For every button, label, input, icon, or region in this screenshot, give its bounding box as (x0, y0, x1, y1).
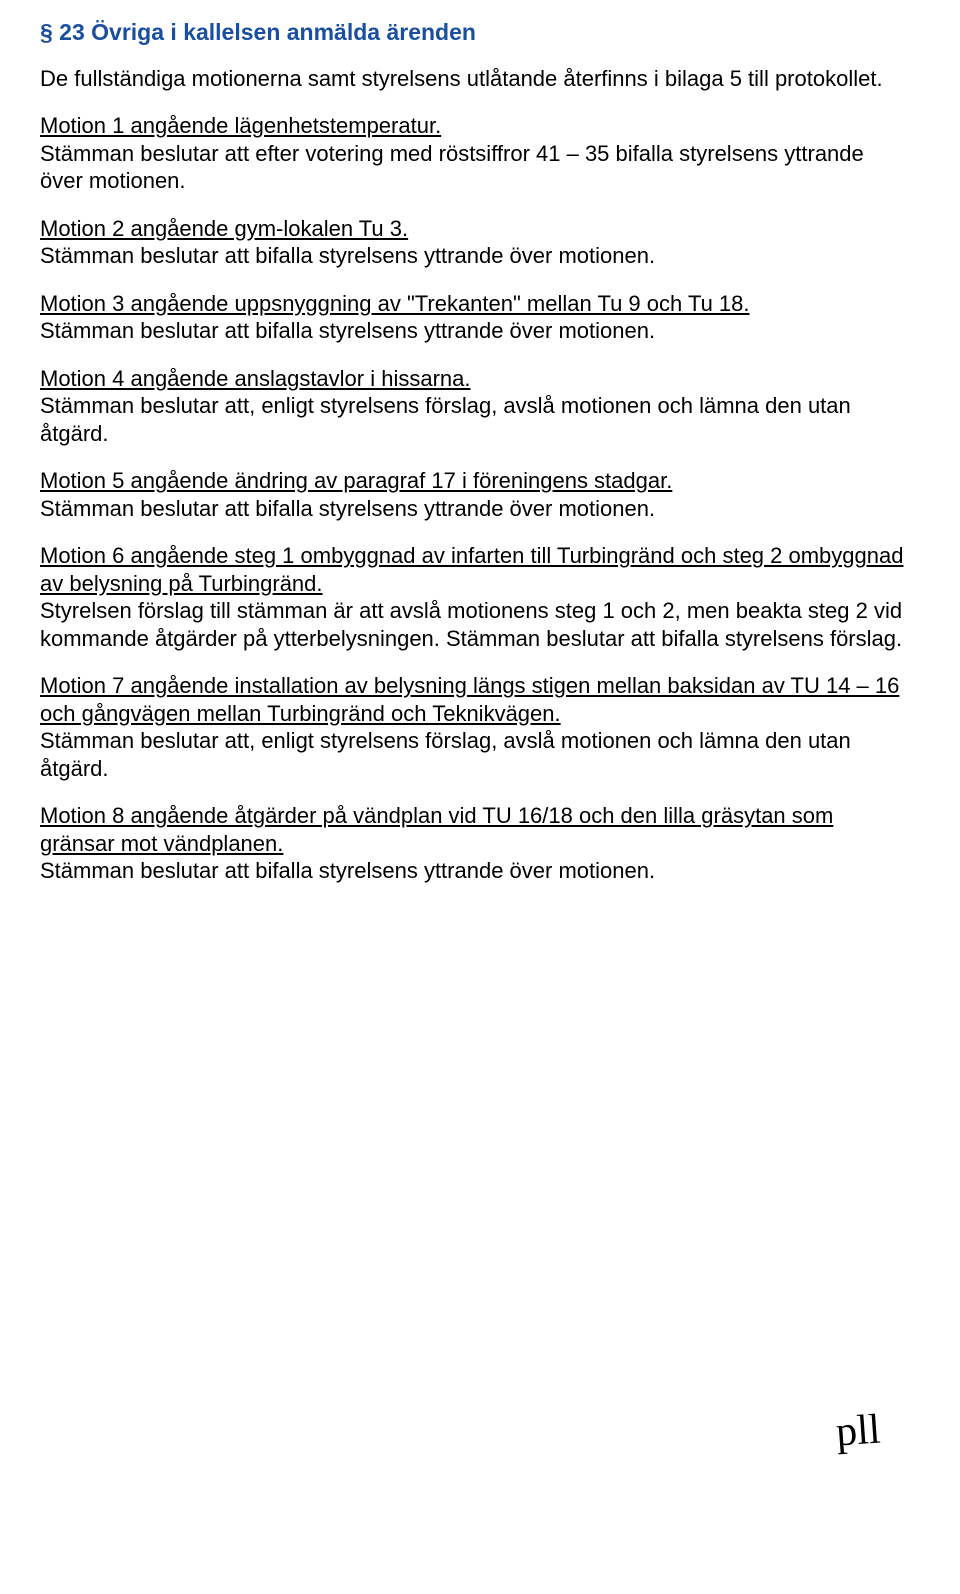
motion-1: Motion 1 angående lägenhetstemperatur. S… (40, 112, 910, 195)
motion-8-body: Stämman beslutar att bifalla styrelsens … (40, 858, 655, 883)
motion-2-title: Motion 2 angående gym-lokalen Tu 3. (40, 216, 408, 241)
section-heading: § 23 Övriga i kallelsen anmälda ärenden (40, 18, 910, 47)
motion-6-body: Styrelsen förslag till stämman är att av… (40, 598, 902, 651)
motion-2: Motion 2 angående gym-lokalen Tu 3. Stäm… (40, 215, 910, 270)
motion-4-body: Stämman beslutar att, enligt styrelsens … (40, 393, 851, 446)
motion-6: Motion 6 angående steg 1 ombyggnad av in… (40, 542, 910, 652)
motion-3: Motion 3 angående uppsnyggning av "Treka… (40, 290, 910, 345)
intro-paragraph: De fullständiga motionerna samt styrelse… (40, 65, 910, 93)
signature: pll (834, 1403, 882, 1458)
signature-area: pll (40, 1405, 910, 1458)
motion-3-title: Motion 3 angående uppsnyggning av "Treka… (40, 291, 750, 316)
motion-4: Motion 4 angående anslagstavlor i hissar… (40, 365, 910, 448)
motion-1-title: Motion 1 angående lägenhetstemperatur. (40, 113, 441, 138)
motion-7: Motion 7 angående installation av belysn… (40, 672, 910, 782)
motion-2-body: Stämman beslutar att bifalla styrelsens … (40, 243, 655, 268)
motion-5-title: Motion 5 angående ändring av paragraf 17… (40, 468, 672, 493)
motion-7-body: Stämman beslutar att, enligt styrelsens … (40, 728, 851, 781)
motion-1-body: Stämman beslutar att efter votering med … (40, 141, 864, 194)
motion-8-title: Motion 8 angående åtgärder på vändplan v… (40, 803, 833, 856)
motion-8: Motion 8 angående åtgärder på vändplan v… (40, 802, 910, 885)
motion-5: Motion 5 angående ändring av paragraf 17… (40, 467, 910, 522)
motion-7-title: Motion 7 angående installation av belysn… (40, 673, 899, 726)
motion-5-body: Stämman beslutar att bifalla styrelsens … (40, 496, 655, 521)
motion-6-title: Motion 6 angående steg 1 ombyggnad av in… (40, 543, 903, 596)
motion-4-title: Motion 4 angående anslagstavlor i hissar… (40, 366, 471, 391)
motion-3-body: Stämman beslutar att bifalla styrelsens … (40, 318, 655, 343)
